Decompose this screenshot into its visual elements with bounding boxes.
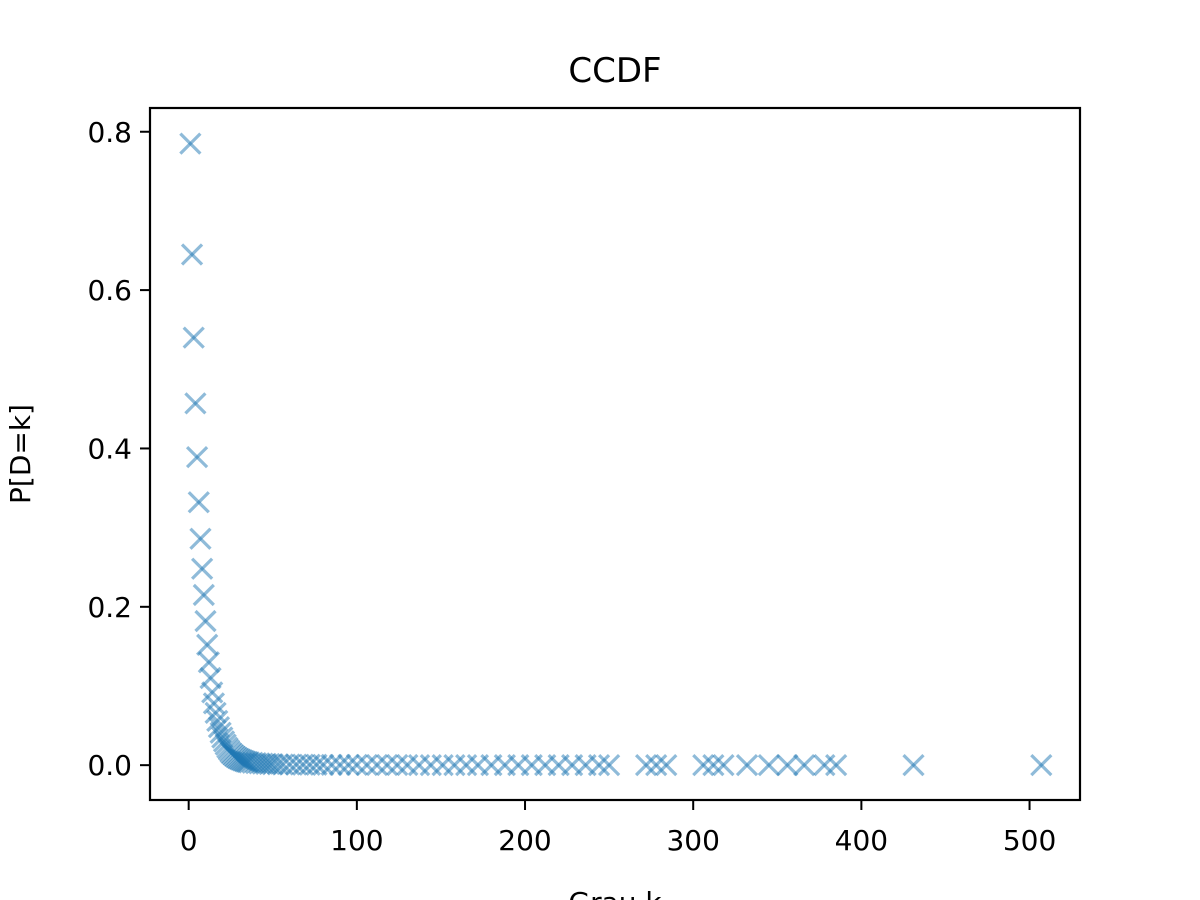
data-point [597, 753, 621, 777]
data-point [191, 557, 214, 580]
data-point [587, 753, 611, 777]
y-tick-label: 0.2 [87, 591, 132, 624]
data-point [185, 446, 209, 469]
x-tick-label: 400 [835, 824, 888, 857]
data-point [386, 753, 409, 777]
x-tick-label: 300 [666, 824, 719, 857]
data-point [757, 753, 781, 777]
data-points-layer [179, 132, 1053, 777]
x-axis-label: Grau k [568, 886, 662, 900]
data-point [645, 753, 668, 777]
data-point [634, 753, 658, 777]
data-point [312, 753, 335, 776]
data-point [179, 132, 202, 155]
data-point [196, 633, 219, 656]
x-tick-label: 200 [498, 824, 551, 857]
data-point [702, 753, 725, 777]
data-point [902, 753, 925, 777]
data-point [261, 753, 284, 776]
data-point [735, 753, 759, 777]
data-point [655, 753, 678, 777]
y-tick-label: 0.4 [87, 432, 132, 465]
x-tick-label: 500 [1003, 824, 1056, 857]
data-point [375, 753, 399, 777]
data-point [337, 753, 360, 777]
data-point [204, 701, 227, 725]
data-point [192, 583, 215, 607]
data-point [320, 753, 343, 776]
data-point [187, 491, 210, 514]
data-point [825, 753, 848, 777]
y-tick-label: 0.0 [87, 749, 132, 782]
data-point [328, 753, 352, 777]
data-point [1030, 753, 1053, 777]
data-point [365, 753, 389, 777]
data-point [184, 392, 207, 415]
data-point [180, 243, 204, 266]
data-point [776, 753, 799, 777]
x-tick-label: 0 [180, 824, 198, 857]
y-tick-label: 0.8 [87, 116, 132, 149]
chart-title: CCDF [568, 51, 661, 91]
y-tick-label: 0.6 [87, 274, 132, 307]
data-point [712, 753, 735, 777]
x-tick-label: 100 [330, 824, 383, 857]
ticks-layer: 0 100 200 300 400 500 0.0 0.2 0.4 0.6 0.8 [87, 116, 1056, 857]
data-point [793, 753, 816, 777]
data-point [355, 753, 379, 777]
data-point [194, 609, 217, 633]
plot-frame [148, 106, 1082, 802]
data-point [345, 753, 368, 777]
data-point [692, 753, 715, 777]
data-point [182, 326, 205, 349]
y-axis-label: P[D=k] [4, 404, 37, 504]
data-point [189, 527, 212, 550]
